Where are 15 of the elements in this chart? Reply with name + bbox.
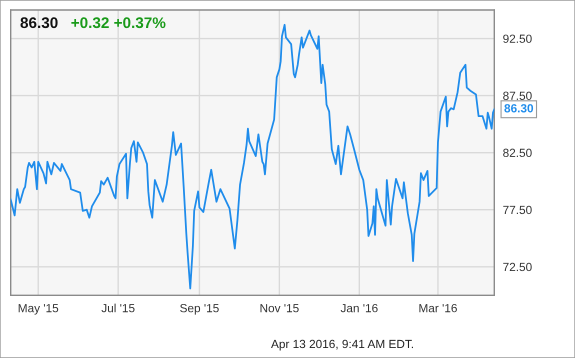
y-tick-label: 82.50 [503,148,532,158]
annotation: 86.30 [504,104,534,112]
x-tick-label: Mar '16 [419,304,457,312]
text: Apr 13 2016, 9:41 AM EDT. [271,340,413,351]
y-tick-label: 77.50 [503,206,532,214]
chart-title: 86.30 [20,17,58,28]
x-tick-label: Jan '16 [340,304,378,312]
y-tick-label: 87.50 [503,92,532,100]
x-tick-label: Sep '15 [180,304,219,315]
y-tick-label: 72.50 [503,262,532,272]
x-tick-label: Jul '15 [101,304,135,312]
y-tick-label: 92.50 [503,34,532,43]
x-tick-label: Nov '15 [260,304,299,312]
chart-subtitle: +0.32 +0.37% [71,17,166,28]
x-tick-label: May '15 [18,304,58,315]
